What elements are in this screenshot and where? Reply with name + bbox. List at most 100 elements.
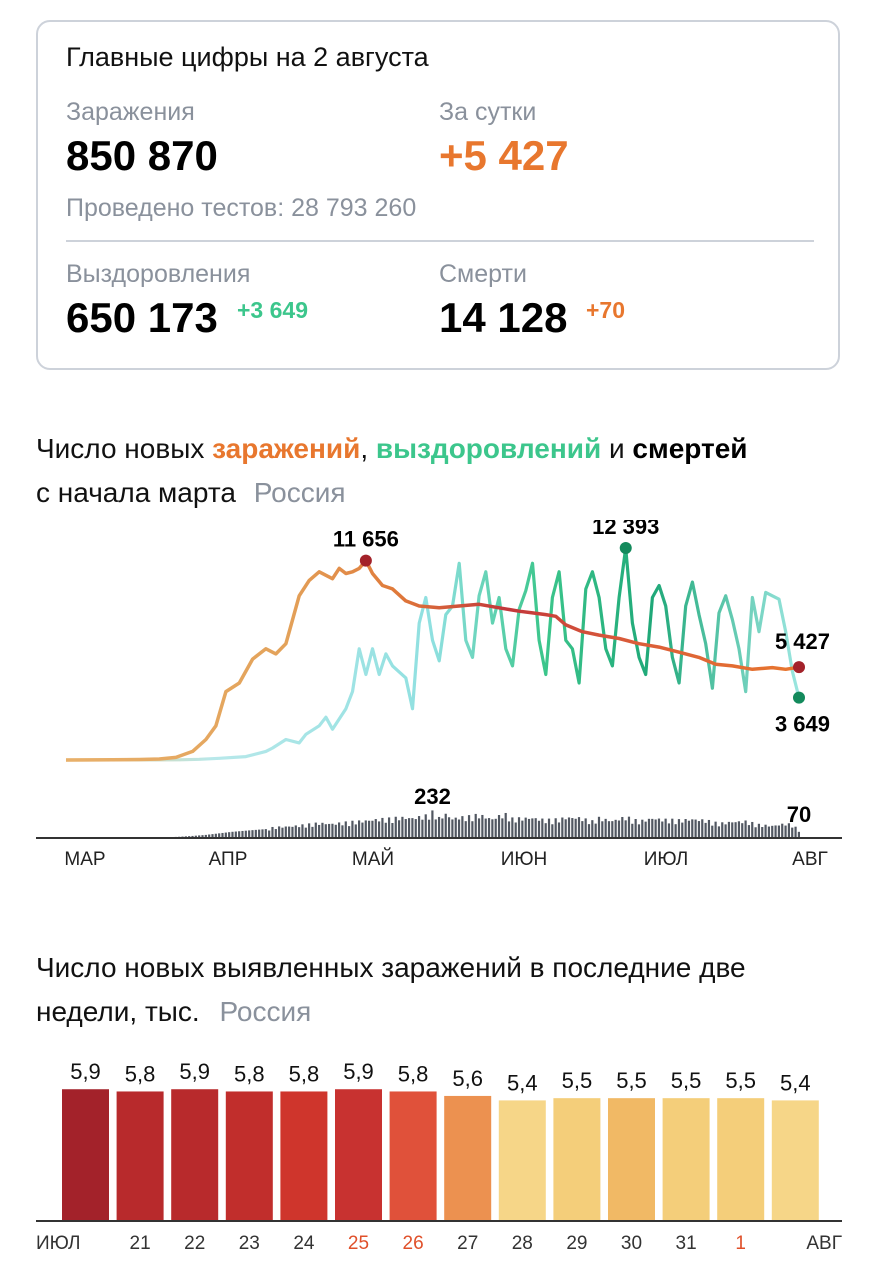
peak-infections-marker bbox=[359, 554, 372, 567]
deaths-bar bbox=[231, 831, 234, 838]
last-infections-marker bbox=[793, 661, 805, 674]
deaths-label: Смерти bbox=[439, 260, 527, 288]
recoveries-delta: +3 649 bbox=[237, 297, 308, 323]
last-recoveries-marker bbox=[793, 691, 805, 704]
peak-infections-label: 11 656 bbox=[333, 527, 399, 552]
bar-value-label: 5,8 bbox=[398, 1061, 429, 1086]
deaths-bar bbox=[637, 824, 641, 838]
bar-value-label: 5,8 bbox=[234, 1061, 265, 1086]
bar-value-label: 5,9 bbox=[70, 1059, 101, 1084]
bar-x-tick-label: 31 bbox=[676, 1233, 697, 1254]
deaths-bar bbox=[747, 825, 751, 838]
deaths-bar bbox=[387, 817, 391, 838]
bars-chart-title: Число новых выявленных заражений в после… bbox=[36, 946, 856, 1034]
deaths-bar bbox=[621, 816, 624, 838]
deaths-bar bbox=[644, 821, 647, 838]
deaths-bar bbox=[711, 825, 714, 838]
bars-title-line1: Число новых выявленных заражений в после… bbox=[36, 952, 746, 983]
deaths-bar bbox=[484, 818, 487, 838]
deaths-bar bbox=[341, 825, 344, 838]
deaths-bar bbox=[654, 819, 657, 838]
bar-x-tick-label: 22 bbox=[184, 1233, 205, 1254]
deaths-bar bbox=[464, 821, 467, 838]
deaths-bar bbox=[228, 832, 231, 838]
deaths-bar bbox=[794, 826, 797, 838]
deaths-bar bbox=[411, 818, 414, 838]
deaths-bar bbox=[221, 832, 224, 838]
deaths-bar bbox=[537, 820, 541, 838]
deaths-bar bbox=[521, 820, 524, 838]
deaths-bar bbox=[774, 825, 777, 838]
deaths-bar bbox=[467, 815, 471, 838]
deaths-bar bbox=[331, 823, 334, 838]
deaths-bar bbox=[597, 816, 601, 838]
deaths-bar bbox=[627, 816, 631, 838]
summary-card: Главные цифры на 2 августа Заражения 850… bbox=[36, 20, 840, 370]
x-tick-label: МАЙ bbox=[352, 848, 394, 870]
deaths-bar bbox=[314, 822, 317, 838]
deaths-bar bbox=[461, 816, 464, 838]
deaths-bar bbox=[278, 826, 281, 838]
bars-region[interactable]: Россия bbox=[219, 996, 312, 1027]
deaths-bar bbox=[704, 822, 707, 838]
trend-region[interactable]: Россия bbox=[253, 477, 346, 508]
trend-chart-title: Число новых заражений, выздоровлений и с… bbox=[36, 427, 856, 515]
summary-title: Главные цифры на 2 августа bbox=[66, 42, 429, 72]
deaths-bar bbox=[534, 818, 537, 838]
deaths-bar bbox=[501, 818, 504, 838]
deaths-bar bbox=[238, 831, 241, 838]
deaths-bar bbox=[417, 816, 421, 838]
deaths-bar bbox=[687, 820, 691, 838]
deaths-bar bbox=[764, 824, 767, 838]
x-tick-label: АПР bbox=[209, 849, 248, 870]
peak-recoveries-label: 12 393 bbox=[592, 520, 659, 539]
deaths-bar bbox=[367, 820, 371, 838]
deaths-bar bbox=[301, 824, 304, 838]
deaths-bar bbox=[617, 820, 621, 838]
deaths-bar bbox=[261, 829, 264, 838]
deaths-bar bbox=[268, 830, 271, 838]
deaths-bar bbox=[684, 819, 687, 838]
deaths-bar bbox=[284, 826, 287, 838]
deaths-bar bbox=[214, 833, 217, 838]
deaths-bar bbox=[421, 819, 424, 838]
deaths-bar bbox=[531, 818, 534, 838]
deaths-bar bbox=[591, 820, 594, 838]
deaths-bar bbox=[218, 833, 221, 838]
deaths-bar bbox=[667, 823, 671, 838]
deaths-bar bbox=[791, 827, 794, 838]
deaths-bar bbox=[787, 823, 791, 838]
deaths-bar bbox=[271, 826, 274, 838]
deaths-bar bbox=[491, 819, 494, 838]
deaths-bar bbox=[348, 826, 351, 838]
deaths-bar bbox=[304, 827, 307, 838]
deaths-bar bbox=[474, 813, 477, 838]
deaths-bar bbox=[454, 817, 457, 838]
deaths-bar bbox=[224, 832, 227, 838]
deaths-bar bbox=[571, 818, 574, 838]
deaths-bar bbox=[737, 821, 741, 838]
deaths-bar bbox=[358, 820, 361, 838]
deaths-bar bbox=[761, 827, 764, 838]
recoveries-label: Выздоровления bbox=[66, 260, 251, 288]
x-tick-label: ИЮЛ bbox=[644, 849, 688, 870]
deaths-bar bbox=[781, 823, 784, 838]
deaths-bar bbox=[744, 820, 747, 838]
deaths-bar bbox=[258, 829, 261, 838]
deaths-bar bbox=[431, 810, 434, 838]
deaths-bar bbox=[671, 818, 674, 838]
deaths-bar bbox=[504, 812, 507, 838]
bar-x-tick-label: 21 bbox=[130, 1233, 151, 1254]
deaths-bar bbox=[477, 818, 481, 838]
bar bbox=[608, 1098, 655, 1221]
bar bbox=[116, 1091, 164, 1221]
deaths-bar bbox=[611, 821, 614, 838]
deaths-bar bbox=[374, 819, 377, 838]
deaths-bar bbox=[328, 823, 331, 838]
deaths-bar bbox=[414, 819, 417, 838]
bar-x-tick-label: АВГ bbox=[806, 1233, 842, 1254]
deaths-bar bbox=[264, 829, 267, 838]
deaths-bar bbox=[371, 820, 374, 838]
deaths-bar bbox=[661, 821, 664, 838]
deaths-bar bbox=[481, 814, 484, 838]
